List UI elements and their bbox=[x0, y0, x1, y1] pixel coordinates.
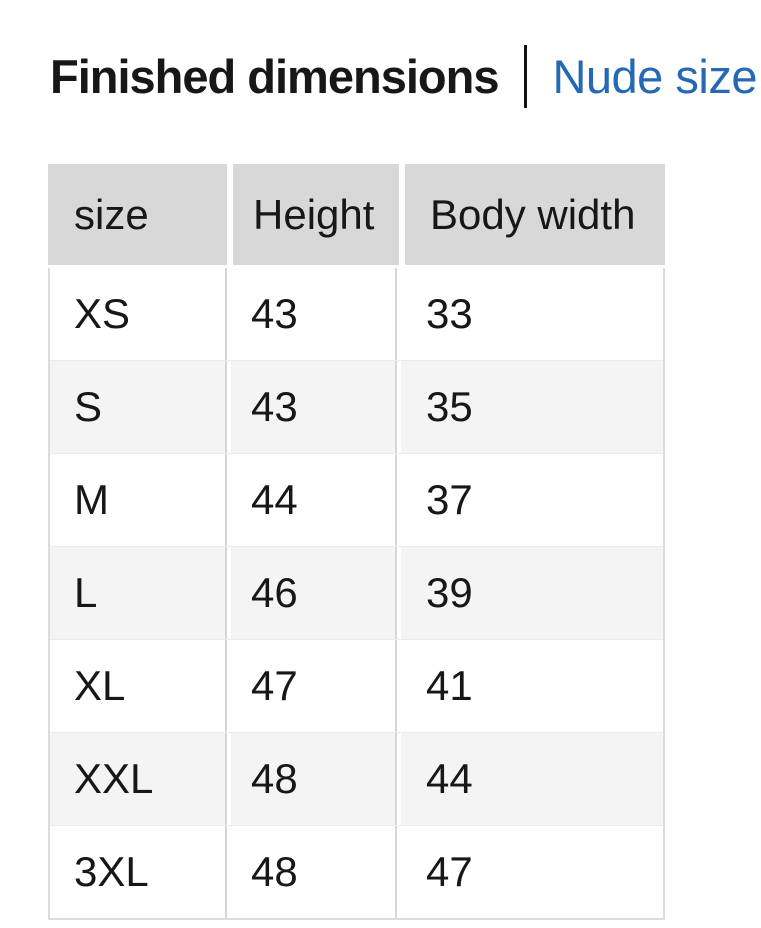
cell-body-width: 33 bbox=[401, 268, 663, 360]
cell-size: XL bbox=[50, 640, 227, 732]
cell-size: L bbox=[50, 547, 227, 639]
table-row: L 46 39 bbox=[50, 546, 663, 639]
finished-dimensions-tab[interactable]: Finished dimensions bbox=[50, 50, 499, 103]
cell-height: 47 bbox=[231, 640, 397, 732]
table-row: M 44 37 bbox=[50, 453, 663, 546]
size-table-header-row: size Height Body width bbox=[48, 164, 665, 265]
cell-height: 48 bbox=[231, 826, 397, 918]
size-table-body: XS 43 33 S 43 35 M 44 37 L 46 39 XL 47 41 XXL 48 44 3XL 48 4… bbox=[48, 268, 665, 920]
cell-height: 43 bbox=[231, 268, 397, 360]
size-table: size Height Body width XS 43 33 S 43 35 M 44 37 L… bbox=[48, 164, 665, 920]
cell-height: 46 bbox=[231, 547, 397, 639]
table-row: XXL 48 44 bbox=[50, 732, 663, 825]
cell-body-width: 41 bbox=[401, 640, 663, 732]
cell-size: XS bbox=[50, 268, 227, 360]
nude-size-tab[interactable]: Nude size bbox=[552, 50, 757, 103]
table-row: S 43 35 bbox=[50, 360, 663, 453]
column-header-height: Height bbox=[233, 164, 399, 265]
table-row: 3XL 48 47 bbox=[50, 825, 663, 918]
dimension-mode-toggle: Finished dimensions Nude size bbox=[50, 45, 761, 108]
heading-divider bbox=[524, 45, 528, 108]
column-header-size: size bbox=[48, 164, 227, 265]
cell-height: 43 bbox=[231, 361, 397, 453]
cell-size: 3XL bbox=[50, 826, 227, 918]
cell-height: 44 bbox=[231, 454, 397, 546]
cell-body-width: 35 bbox=[401, 361, 663, 453]
cell-height: 48 bbox=[231, 733, 397, 825]
cell-size: M bbox=[50, 454, 227, 546]
cell-body-width: 47 bbox=[401, 826, 663, 918]
table-row: XL 47 41 bbox=[50, 639, 663, 732]
cell-body-width: 39 bbox=[401, 547, 663, 639]
cell-body-width: 44 bbox=[401, 733, 663, 825]
column-header-body-width: Body width bbox=[405, 164, 665, 265]
cell-size: XXL bbox=[50, 733, 227, 825]
cell-size: S bbox=[50, 361, 227, 453]
table-row: XS 43 33 bbox=[50, 268, 663, 360]
cell-body-width: 37 bbox=[401, 454, 663, 546]
